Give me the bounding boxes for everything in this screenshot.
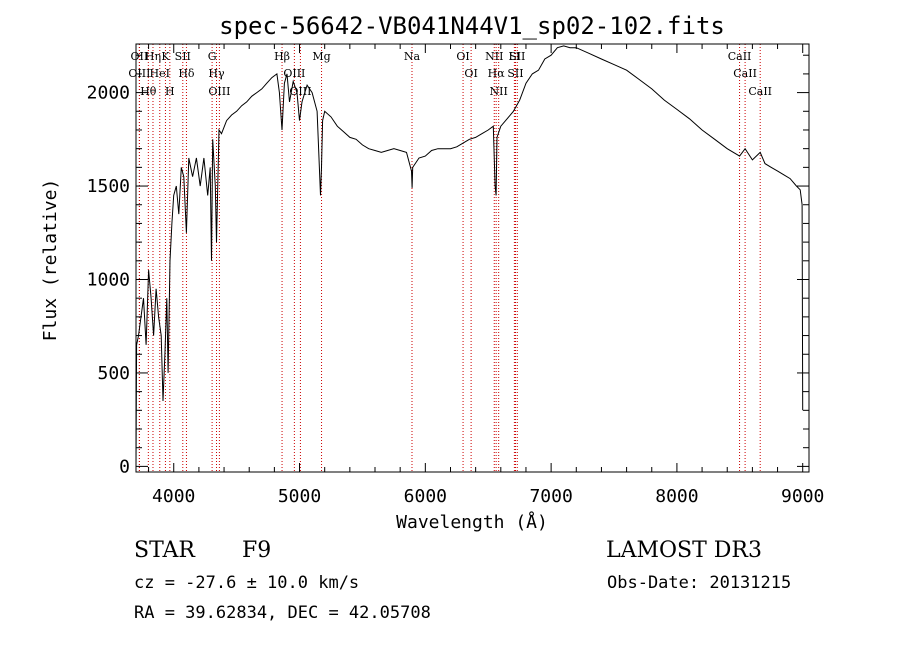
x-tick-label: 4000 [152, 486, 195, 507]
spectral-line-label: OI [456, 50, 469, 63]
spectral-line-label: LI [509, 50, 521, 63]
plot-frame [135, 43, 810, 473]
spectral-line-label: G [208, 50, 217, 63]
object-class: STAR [134, 538, 195, 563]
spectral-line-markers [138, 44, 761, 472]
x-tick-label: 5000 [278, 486, 321, 507]
chart-title: spec-56642-VB041N44V1_sp02-102.fits [219, 12, 725, 40]
spectral-line-label: SII [509, 50, 525, 63]
spectral-line-label: HeI [150, 67, 170, 80]
observation-date: Obs-Date: 20131215 [607, 573, 792, 593]
spectral-line-label: H [165, 85, 175, 98]
spectral-line-label: Hθ [140, 85, 157, 98]
y-tick-label: 500 [97, 363, 130, 384]
spectral-line-label: SII [507, 67, 523, 80]
spectral-line-label: Hδ [178, 67, 195, 80]
x-tick-label: 7000 [529, 486, 572, 507]
spectral-line-label: NII [490, 85, 508, 98]
spectral-line-label: CaII [733, 67, 757, 80]
spectral-line-label: Hβ [274, 50, 290, 63]
x-axis-label: Wavelength (Å) [396, 511, 548, 533]
spectral-line-label: OIII [208, 85, 230, 98]
y-tick-label: 0 [119, 456, 130, 477]
spectral-line-label: Mg [312, 50, 330, 63]
spectral-line-label: K [161, 50, 170, 63]
x-tick-label: 8000 [655, 486, 698, 507]
spectral-line-label: Hη [145, 50, 161, 63]
redshift-velocity: cz = -27.6 ± 10.0 km/s [134, 573, 360, 593]
coordinates: RA = 39.62834, DEC = 42.05708 [134, 603, 431, 623]
spectral-line-label: CaII [728, 50, 752, 63]
spectral-line-labels: OIIOIIIHθHηHeIKHSIIHδGHγOIIIHβOIIIOIIIMg… [128, 50, 772, 98]
x-tick-label: 9000 [781, 486, 824, 507]
spectral-line-label: OII [131, 50, 149, 63]
axis-ticks: 4000 5000 6000 7000 8000 9000 0 500 1000 1500 2000 [87, 44, 824, 507]
spectrum-series-line [135, 45, 804, 467]
spectral-line-label: OI [464, 67, 477, 80]
spectral-line-label: Na [404, 50, 421, 63]
spectral-line-label: Hγ [208, 67, 225, 80]
y-axis-label: Flux (relative) [40, 179, 61, 342]
spectral-line-label: Hα [488, 67, 506, 80]
x-tick-label: 6000 [404, 486, 447, 507]
spectral-line-label: OIII [283, 67, 305, 80]
spectral-line-label: SII [175, 50, 191, 63]
spectral-line-label: NII [485, 50, 503, 63]
survey-name: LAMOST DR3 [606, 538, 762, 563]
object-subclass: F9 [242, 538, 272, 563]
y-tick-label: 2000 [87, 83, 130, 104]
y-tick-label: 1500 [87, 176, 130, 197]
spectral-line-label: CaII [748, 85, 772, 98]
y-tick-label: 1000 [87, 269, 130, 290]
